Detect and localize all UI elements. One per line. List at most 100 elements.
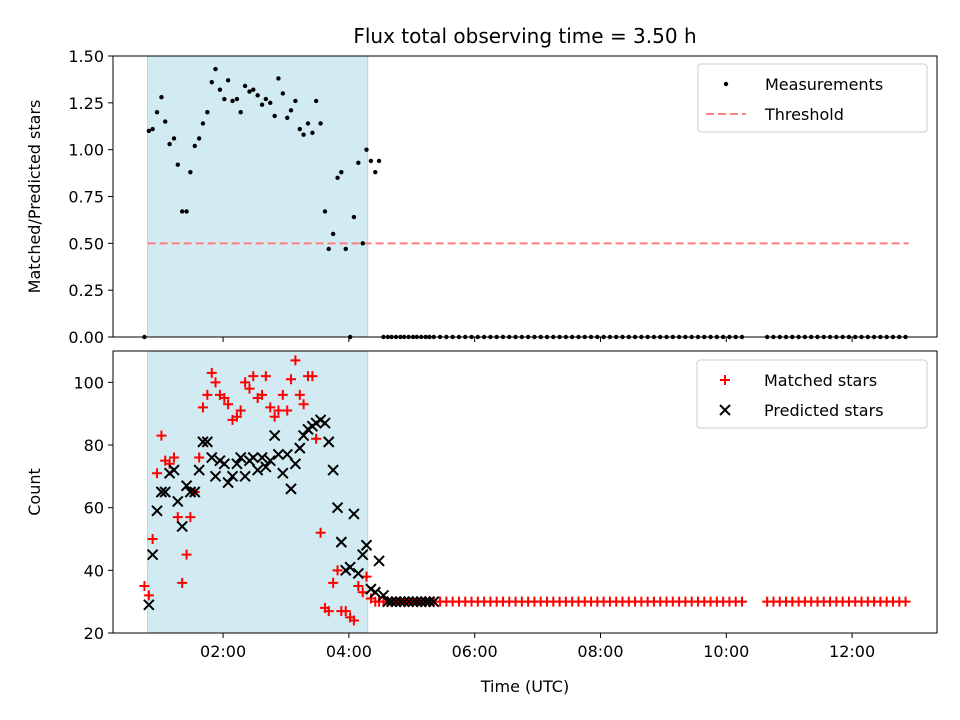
matched-star-marker: [143, 590, 154, 601]
predicted-star-marker: [180, 480, 193, 492]
measurement-point: [297, 126, 303, 132]
matched-star-marker: [147, 534, 158, 544]
predicted-star-marker: [209, 470, 222, 483]
legend-label: Threshold: [764, 105, 844, 124]
predicted-star-marker: [251, 464, 264, 476]
measurement-point: [213, 66, 218, 72]
matched-star-marker: [240, 377, 251, 388]
predicted-star-marker: [382, 595, 394, 608]
matched-star-marker: [265, 402, 276, 413]
measurement-point: [356, 160, 361, 165]
predicted-star-marker: [394, 595, 407, 608]
predicted-star-marker: [159, 486, 171, 498]
matched-star-marker: [169, 452, 180, 463]
measurement-point: [335, 175, 340, 180]
x-tick-label: 04:00: [326, 642, 372, 661]
measurement-point: [209, 80, 214, 85]
matched-star-marker: [277, 389, 288, 400]
predicted-star-marker: [398, 595, 410, 608]
measurement-point: [196, 136, 202, 141]
observing-interval-shade: [147, 55, 369, 338]
predicted-star-marker: [360, 539, 373, 551]
measurement-point: [305, 121, 311, 126]
measurement-point: [364, 147, 369, 152]
measurement-point: [322, 209, 328, 214]
measurement-point: [205, 110, 210, 115]
predicted-star-marker: [297, 429, 310, 442]
predicted-star-marker: [390, 595, 402, 608]
matched-star-marker: [361, 571, 372, 582]
matched-star-marker: [900, 596, 911, 607]
measurement-point: [310, 130, 315, 136]
matched-star-marker: [197, 402, 208, 413]
matched-star-marker: [223, 399, 234, 410]
x-tick-label: 10:00: [703, 642, 749, 661]
matched-star-marker: [206, 367, 217, 378]
matched-star-marker: [294, 389, 305, 400]
y-tick-label: 20: [84, 624, 104, 643]
predicted-star-marker: [151, 505, 163, 517]
matched-star-marker: [269, 411, 280, 422]
y-tick-label: 80: [84, 436, 104, 455]
measurement-point: [330, 231, 336, 237]
predicted-star-marker: [201, 436, 214, 448]
predicted-star-marker: [428, 595, 440, 608]
measurement-point: [167, 141, 172, 147]
y-tick-label: 0.75: [68, 188, 104, 207]
x-axis-label: Time (UTC): [480, 677, 569, 696]
matched-star-marker: [185, 512, 196, 523]
measurement-point: [318, 121, 323, 126]
legend-label: Measurements: [765, 75, 883, 94]
ratio-panel: 0.00 0.25 0.50 0.75 1.00 1.25 1.50 Matched/Pred…: [25, 47, 938, 347]
legend-box: [697, 63, 928, 133]
predicted-star-marker: [407, 595, 419, 608]
predicted-star-marker: [260, 461, 272, 473]
matched-star-marker: [315, 527, 326, 538]
measurement-point: [326, 246, 331, 252]
predicted-star-marker: [294, 442, 306, 454]
x-tick-label: 12:00: [829, 642, 875, 661]
matched-star-marker: [210, 377, 221, 388]
predicted-star-marker: [226, 470, 239, 483]
measurement-point: [339, 169, 344, 175]
matched-star-marker: [328, 577, 339, 588]
x-tick-label: 08:00: [577, 642, 623, 661]
matched-star-marker: [257, 389, 268, 400]
measurement-point: [276, 76, 281, 81]
predicted-star-marker: [206, 451, 218, 464]
measurement-point: [263, 96, 269, 102]
matched-star-marker: [260, 371, 271, 382]
predicted-star-marker: [256, 451, 268, 464]
predicted-star-marker: [319, 417, 331, 429]
matched-star-marker: [194, 452, 205, 463]
measurement-point: [184, 209, 189, 214]
matched-star-marker: [181, 549, 192, 560]
measurement-point: [259, 102, 265, 107]
measurement-point: [230, 98, 235, 104]
predicted-star-marker: [264, 454, 276, 467]
legend-box: [696, 359, 928, 429]
measurement-point: [351, 214, 357, 220]
measurement-point: [217, 87, 223, 92]
counts-panel: 20 40 60 80 100 02:00 04:00 06:00 08:00 10:00 12:0…: [25, 350, 938, 661]
predicted-star-marker: [357, 548, 369, 561]
predicted-star-marker: [268, 429, 281, 442]
predicted-star-marker: [344, 561, 356, 573]
legend-label: Predicted stars: [764, 401, 884, 420]
measurement-point: [272, 113, 277, 119]
matched-star-marker: [172, 512, 183, 523]
matched-star-marker: [152, 468, 163, 479]
measurement-point: [301, 132, 306, 137]
measurement-point: [368, 158, 374, 164]
predicted-star-marker: [247, 451, 259, 464]
measurement-point: [285, 115, 290, 121]
predicted-star-marker: [176, 520, 188, 533]
chart-title: Flux total observing time = 3.50 h: [353, 24, 696, 48]
y-tick-label: 0.50: [68, 234, 104, 253]
predicted-star-marker: [155, 486, 168, 498]
measurement-point: [222, 96, 227, 102]
measurement-point: [146, 128, 152, 134]
matched-star-marker: [332, 565, 343, 576]
y-tick-label: 100: [73, 373, 104, 392]
measurement-point: [313, 98, 319, 104]
